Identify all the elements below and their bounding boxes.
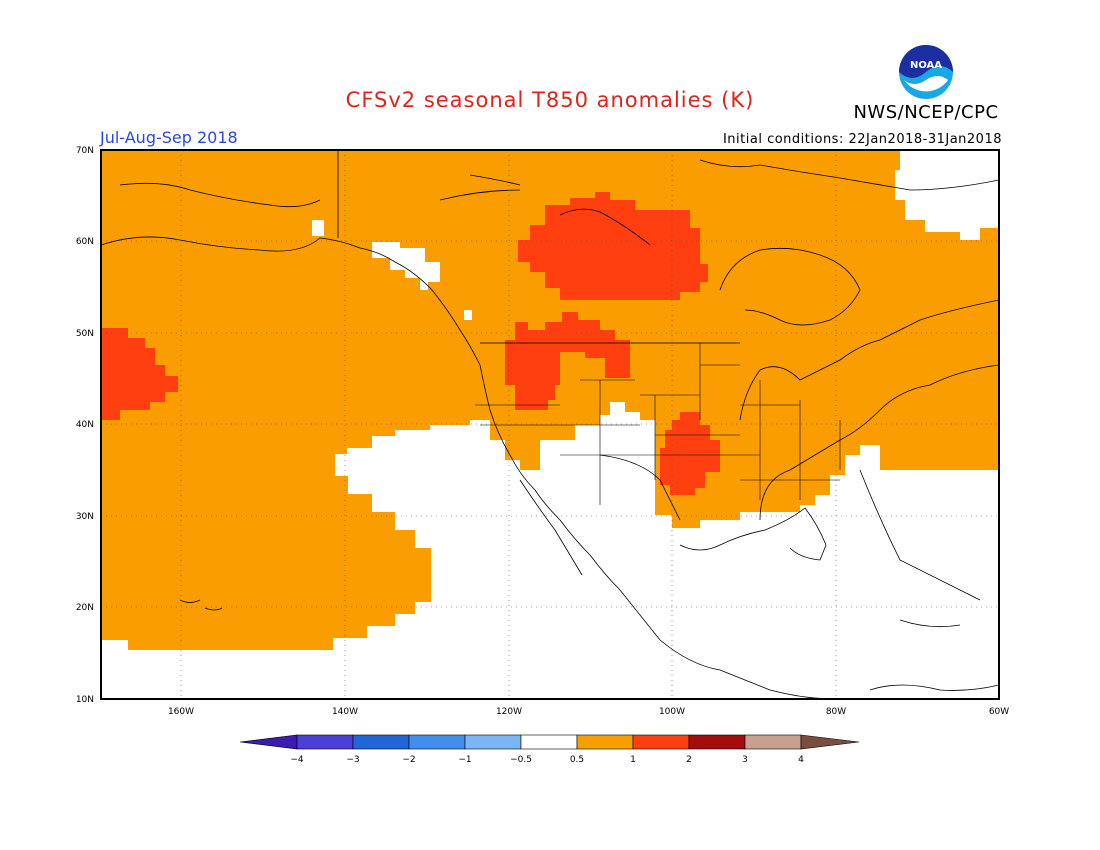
- colorbar-label: 2: [686, 755, 692, 765]
- colorbar-swatch: [464, 734, 522, 750]
- colorbar-swatch: [688, 734, 746, 750]
- colorbar-swatch: [296, 734, 354, 750]
- neutral-spot-alaska: [312, 220, 324, 236]
- lon-label: 60W: [989, 707, 1009, 717]
- colorbar-swatch: [632, 734, 690, 750]
- colorbar-label: 1: [630, 755, 636, 765]
- organization-label: NWS/NCEP/CPC: [853, 102, 999, 123]
- color-scale-bar: −4 −3 −2 −1 −0.5 0.5 1 2 3 4: [239, 734, 860, 765]
- latitude-labels: 70N 60N 50N 40N 30N 20N 10N: [76, 146, 94, 705]
- colorbar-arrow-low: [239, 734, 298, 750]
- lat-label: 20N: [76, 603, 94, 613]
- neutral-area-greenland: [895, 150, 999, 240]
- hot-anomaly-plains: [660, 412, 720, 495]
- logo-text: NOAA: [910, 60, 942, 71]
- noaa-logo: NOAA: [896, 44, 956, 104]
- lon-label: 100W: [659, 707, 685, 717]
- hot-anomaly-northwest: [505, 312, 630, 410]
- lat-label: 10N: [76, 695, 94, 705]
- neutral-spot-bc: [464, 310, 472, 320]
- lat-label: 70N: [76, 146, 94, 156]
- lat-label: 60N: [76, 237, 94, 247]
- lat-label: 40N: [76, 420, 94, 430]
- neutral-area-alaska-coast: [372, 242, 440, 290]
- lon-label: 120W: [496, 707, 522, 717]
- colorbar-swatch: [576, 734, 634, 750]
- colorbar-label: −2: [402, 755, 415, 765]
- hot-anomaly-pacific: [101, 328, 178, 420]
- map-title: CFSv2 seasonal T850 anomalies (K): [345, 88, 755, 112]
- lat-label: 30N: [76, 512, 94, 522]
- colorbar-swatch: [352, 734, 410, 750]
- colorbar-label: 4: [798, 755, 804, 765]
- colorbar-swatch: [520, 734, 578, 750]
- colorbar-swatch: [744, 734, 802, 750]
- colorbar-label: 3: [742, 755, 748, 765]
- initial-conditions-label: Initial conditions: 22Jan2018-31Jan2018: [722, 132, 1002, 147]
- colorbar-label: −0.5: [510, 755, 532, 765]
- season-label: Jul-Aug-Sep 2018: [100, 128, 238, 147]
- coastlines: [101, 150, 999, 699]
- lon-label: 140W: [332, 707, 358, 717]
- colorbar-label: −4: [290, 755, 304, 765]
- lat-label: 50N: [76, 329, 94, 339]
- longitude-labels: 160W 140W 120W 100W 80W 60W: [168, 707, 1009, 717]
- colorbar-swatch: [408, 734, 466, 750]
- neutral-area-southwest: [101, 402, 999, 699]
- map-frame: [100, 149, 1000, 700]
- colorbar-arrow-high: [800, 734, 860, 750]
- us-state-borders: [475, 343, 841, 505]
- colorbar-label: −1: [458, 755, 471, 765]
- lon-label: 160W: [168, 707, 194, 717]
- colorbar-label: 0.5: [570, 755, 584, 765]
- map-field: [101, 150, 999, 699]
- hot-anomaly-canada-north: [518, 192, 708, 300]
- lon-label: 80W: [826, 707, 846, 717]
- colorbar-label: −3: [346, 755, 359, 765]
